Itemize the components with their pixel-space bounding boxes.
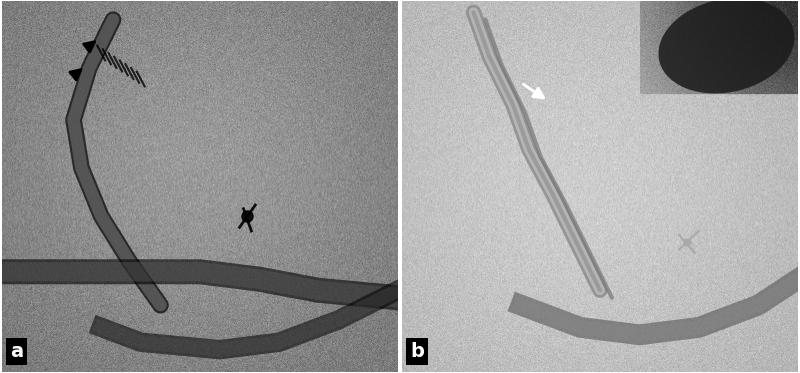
- Text: a: a: [10, 342, 23, 361]
- Ellipse shape: [658, 0, 794, 93]
- Text: b: b: [410, 342, 424, 361]
